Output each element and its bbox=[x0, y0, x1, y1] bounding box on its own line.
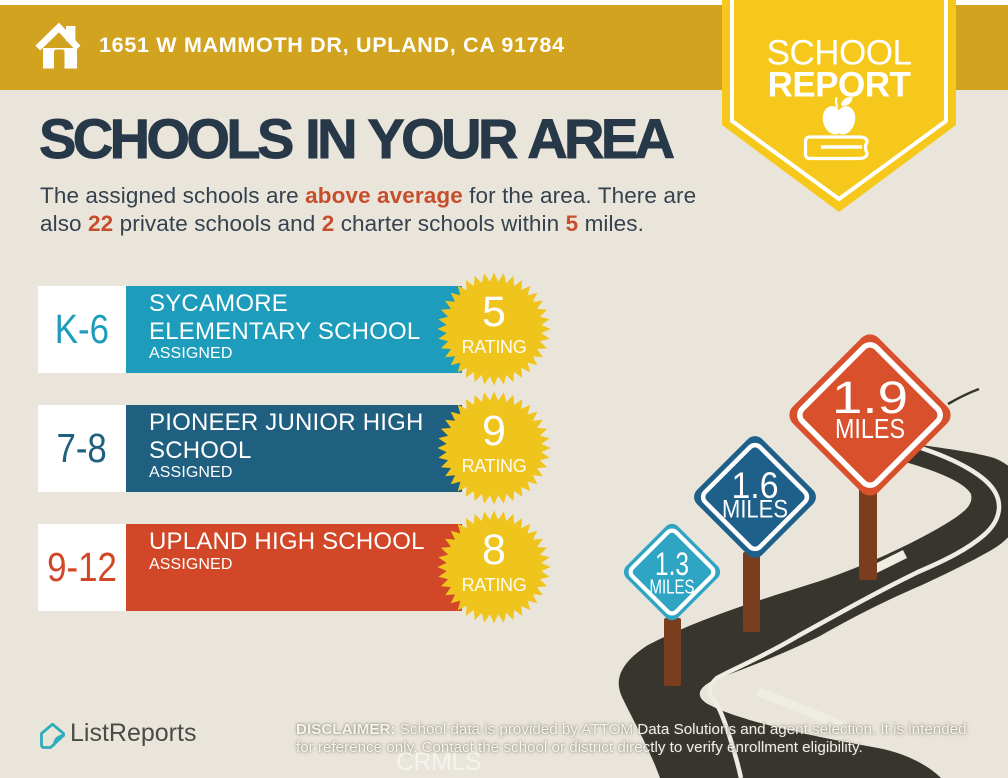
svg-text:SCHOOL: SCHOOL bbox=[767, 34, 912, 73]
svg-text:MILES: MILES bbox=[650, 577, 695, 599]
svg-text:1.6: 1.6 bbox=[732, 465, 779, 506]
svg-text:1.3: 1.3 bbox=[655, 546, 689, 582]
svg-text:MILES: MILES bbox=[835, 413, 905, 444]
svg-text:MILES: MILES bbox=[722, 496, 788, 524]
svg-text:1.9: 1.9 bbox=[832, 372, 908, 423]
svg-text:REPORT: REPORT bbox=[768, 66, 911, 105]
